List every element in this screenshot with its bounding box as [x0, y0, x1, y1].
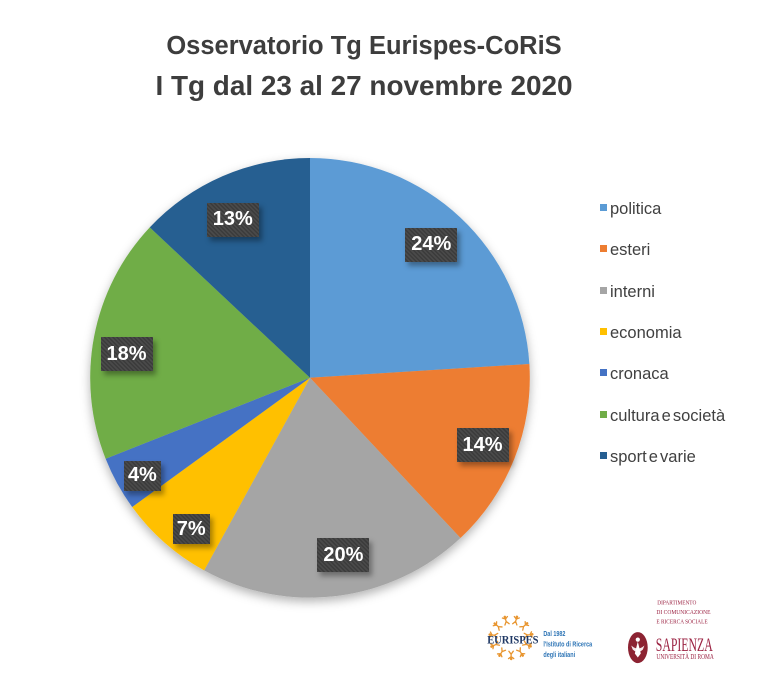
svg-text:SAPIENZA: SAPIENZA [656, 635, 713, 656]
svg-text:l'Istituto di Ricerca: l'Istituto di Ricerca [543, 639, 592, 648]
svg-text:degli italiani: degli italiani [543, 650, 575, 659]
svg-text:EURISPES: EURISPES [487, 634, 538, 646]
svg-text:E RICERCA SOCIALE: E RICERCA SOCIALE [656, 618, 707, 625]
svg-text:DI COMUNICAZIONE: DI COMUNICAZIONE [656, 609, 710, 616]
svg-text:DIPARTIMENTO: DIPARTIMENTO [657, 600, 696, 607]
svg-text:Dal 1982: Dal 1982 [543, 629, 565, 638]
svg-text:UNIVERSITÀ DI ROMA: UNIVERSITÀ DI ROMA [656, 653, 713, 661]
